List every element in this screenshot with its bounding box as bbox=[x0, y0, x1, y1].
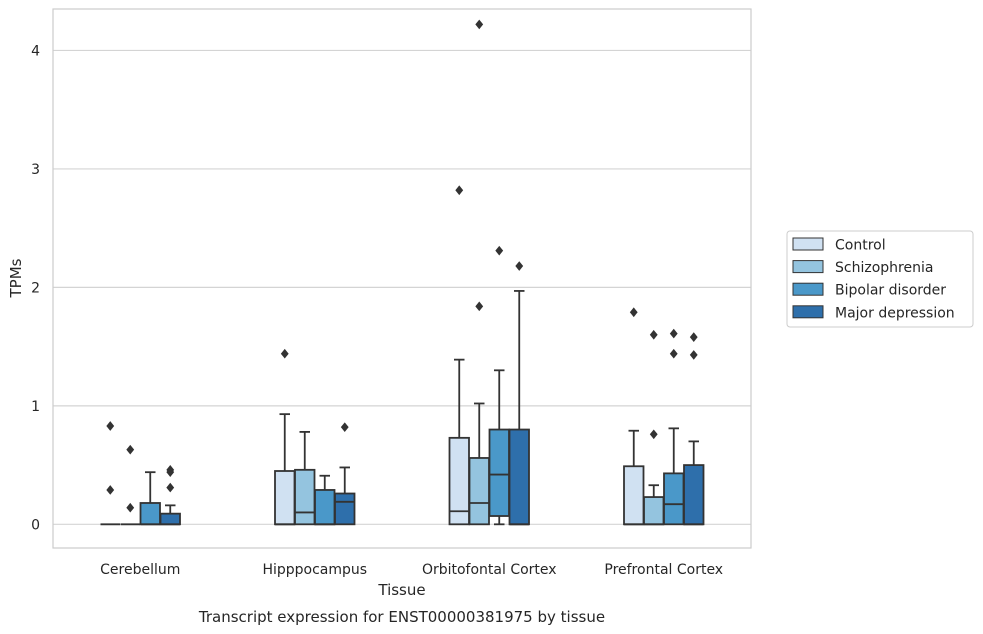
box-3-2 bbox=[663, 328, 685, 526]
box-body bbox=[314, 489, 336, 526]
box-body bbox=[139, 502, 161, 526]
box-body bbox=[468, 457, 490, 526]
legend-swatch bbox=[792, 305, 824, 319]
legend-swatch bbox=[792, 237, 824, 251]
outlier-point bbox=[166, 467, 175, 478]
box-0-0 bbox=[100, 421, 120, 526]
box-body bbox=[643, 496, 665, 526]
box-2-1 bbox=[468, 19, 490, 526]
boxes bbox=[100, 19, 705, 526]
box-3-3 bbox=[683, 332, 705, 526]
chart-caption: Transcript expression for ENST0000038197… bbox=[198, 608, 605, 626]
box-body bbox=[683, 464, 705, 526]
box-1-3 bbox=[334, 422, 356, 526]
outlier-point bbox=[669, 348, 678, 359]
y-tick-label: 2 bbox=[31, 280, 40, 296]
legend-label: Schizophrenia bbox=[835, 260, 933, 276]
outlier-point bbox=[340, 422, 349, 433]
outlier-point bbox=[629, 307, 638, 318]
box-body bbox=[663, 472, 685, 526]
gridlines bbox=[53, 49, 751, 525]
box-body bbox=[488, 428, 510, 517]
outlier-point bbox=[495, 245, 504, 256]
x-axis-title: Tissue bbox=[377, 581, 425, 599]
box-body bbox=[334, 492, 356, 526]
outlier-point bbox=[475, 19, 484, 30]
outlier-point bbox=[126, 502, 135, 513]
box-body bbox=[274, 470, 296, 526]
box-3-0 bbox=[623, 307, 645, 526]
y-tick-label: 1 bbox=[31, 399, 40, 415]
x-tick-label: Cerebellum bbox=[100, 562, 180, 578]
box-2-2 bbox=[488, 245, 510, 526]
outlier-point bbox=[689, 350, 698, 360]
x-tick-label: Orbitofontal Cortex bbox=[422, 562, 557, 578]
box-body bbox=[159, 512, 181, 526]
y-tick-label: 0 bbox=[31, 517, 40, 533]
outlier-point bbox=[166, 482, 175, 493]
outlier-point bbox=[669, 328, 678, 339]
box-1-1 bbox=[294, 431, 316, 526]
outlier-point bbox=[106, 485, 115, 495]
legend-swatch bbox=[792, 260, 824, 274]
x-tick-label: Hipppocampus bbox=[262, 562, 367, 578]
outlier-point bbox=[126, 444, 135, 455]
box-1-0 bbox=[274, 348, 296, 526]
y-tick-label: 3 bbox=[31, 162, 40, 178]
outlier-point bbox=[649, 429, 658, 440]
outlier-point bbox=[689, 332, 698, 342]
legend: Control Schizophrenia Bipolar disorder Majo… bbox=[786, 230, 974, 328]
plot-frame bbox=[52, 8, 752, 549]
box-body bbox=[294, 468, 316, 526]
y-tick-labels: 0 1 2 3 4 bbox=[31, 43, 40, 533]
x-tick-label: Prefrontal Cortex bbox=[604, 562, 723, 578]
legend-label: Bipolar disorder bbox=[835, 283, 946, 299]
outlier-point bbox=[649, 329, 658, 340]
legend-frame bbox=[786, 230, 974, 328]
box-3-1 bbox=[643, 329, 665, 526]
outlier-point bbox=[475, 301, 484, 312]
box-1-2 bbox=[314, 474, 336, 526]
outlier-point bbox=[106, 421, 115, 431]
outlier-point bbox=[515, 261, 524, 271]
box-2-0 bbox=[448, 185, 470, 526]
box-2-3 bbox=[508, 261, 530, 526]
box-body bbox=[508, 428, 530, 526]
legend-label: Control bbox=[835, 238, 886, 254]
y-tick-label: 4 bbox=[31, 43, 40, 59]
legend-label: Major depression bbox=[835, 305, 955, 321]
box-0-3 bbox=[159, 464, 181, 526]
box-body bbox=[623, 465, 645, 526]
box-0-2 bbox=[139, 471, 161, 526]
outlier-point bbox=[280, 348, 289, 359]
box-0-1 bbox=[120, 444, 140, 526]
x-tick-labels: Cerebellum Hipppocampus Orbitofontal Corte… bbox=[100, 562, 723, 578]
y-axis-title: TPMs bbox=[7, 258, 25, 298]
legend-swatch bbox=[792, 282, 824, 296]
outlier-point bbox=[455, 185, 464, 196]
